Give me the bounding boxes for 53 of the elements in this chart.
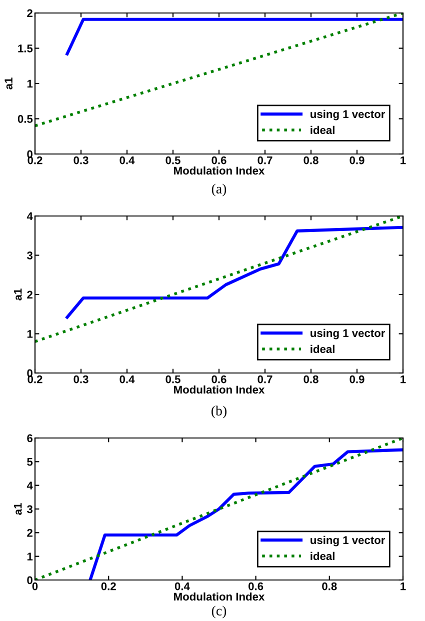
legend-label: ideal (310, 344, 334, 354)
y-axis-title: a1 (14, 288, 22, 300)
x-tick-label: 0.8 (304, 156, 318, 164)
y-tick-label: 1 (27, 330, 33, 338)
y-tick-label: 2 (27, 9, 32, 18)
y-axis-title: a1 (4, 78, 12, 90)
x-tick-label: 0.8 (304, 375, 318, 384)
x-axis-title: Modulation Index (174, 385, 265, 394)
x-tick-label: 1 (400, 156, 406, 164)
x-tick-label: 0.9 (350, 156, 364, 164)
y-tick-label: 2 (27, 528, 32, 537)
text: (a) (212, 184, 226, 196)
x-tick-label: 0.2 (101, 582, 116, 590)
legend-label: using 1 vector (310, 110, 386, 120)
text: (b) (212, 406, 226, 418)
legend-label: using 1 vector (310, 328, 386, 340)
y-tick-label: 0.5 (18, 115, 33, 123)
x-tick-label: 0.3 (74, 156, 88, 164)
y-tick-label: 3 (26, 252, 33, 260)
line-series (66, 226, 403, 319)
x-tick-label: 0.4 (120, 375, 135, 384)
x-tick-label: 0.8 (322, 582, 337, 590)
text: (c) (212, 606, 226, 618)
x-tick-label: 0.6 (212, 156, 226, 164)
y-tick-label: 1 (27, 552, 33, 560)
y-tick-label: 3 (26, 505, 33, 514)
x-tick-label: 0.5 (166, 156, 180, 164)
y-tick-label: 5 (27, 458, 33, 466)
y-tick-label: 4 (26, 212, 33, 220)
x-tick-label: 0.6 (212, 375, 226, 384)
x-tick-label: 0.7 (258, 375, 272, 384)
line-series (88, 448, 403, 580)
y-axis-title: a1 (14, 503, 22, 515)
y-tick-label: 0 (27, 576, 32, 584)
x-tick-label: 1 (400, 582, 406, 590)
legend-label: using 1 vector (310, 536, 386, 546)
x-axis-title: Modulation Index (174, 166, 265, 175)
legend-label: ideal (310, 552, 334, 560)
y-tick-label: 4 (26, 482, 33, 490)
x-tick-label: 1 (400, 375, 406, 384)
legend-label: ideal (310, 126, 334, 134)
x-tick-label: 0.7 (258, 156, 272, 164)
x-tick-label: 0.6 (248, 582, 264, 590)
y-tick-label: 2 (27, 290, 32, 299)
x-tick-label: 0.3 (74, 375, 88, 384)
y-tick-label: 1.5 (18, 44, 33, 52)
y-tick-label: 1 (27, 80, 33, 88)
y-tick-label: 6 (27, 434, 33, 442)
x-axis-title: Modulation Index (174, 592, 265, 601)
x-tick-label: 0.9 (350, 375, 364, 384)
x-tick-label: 0.4 (174, 582, 190, 590)
x-tick-label: 0.4 (120, 156, 135, 164)
x-tick-label: 0.5 (166, 375, 180, 384)
